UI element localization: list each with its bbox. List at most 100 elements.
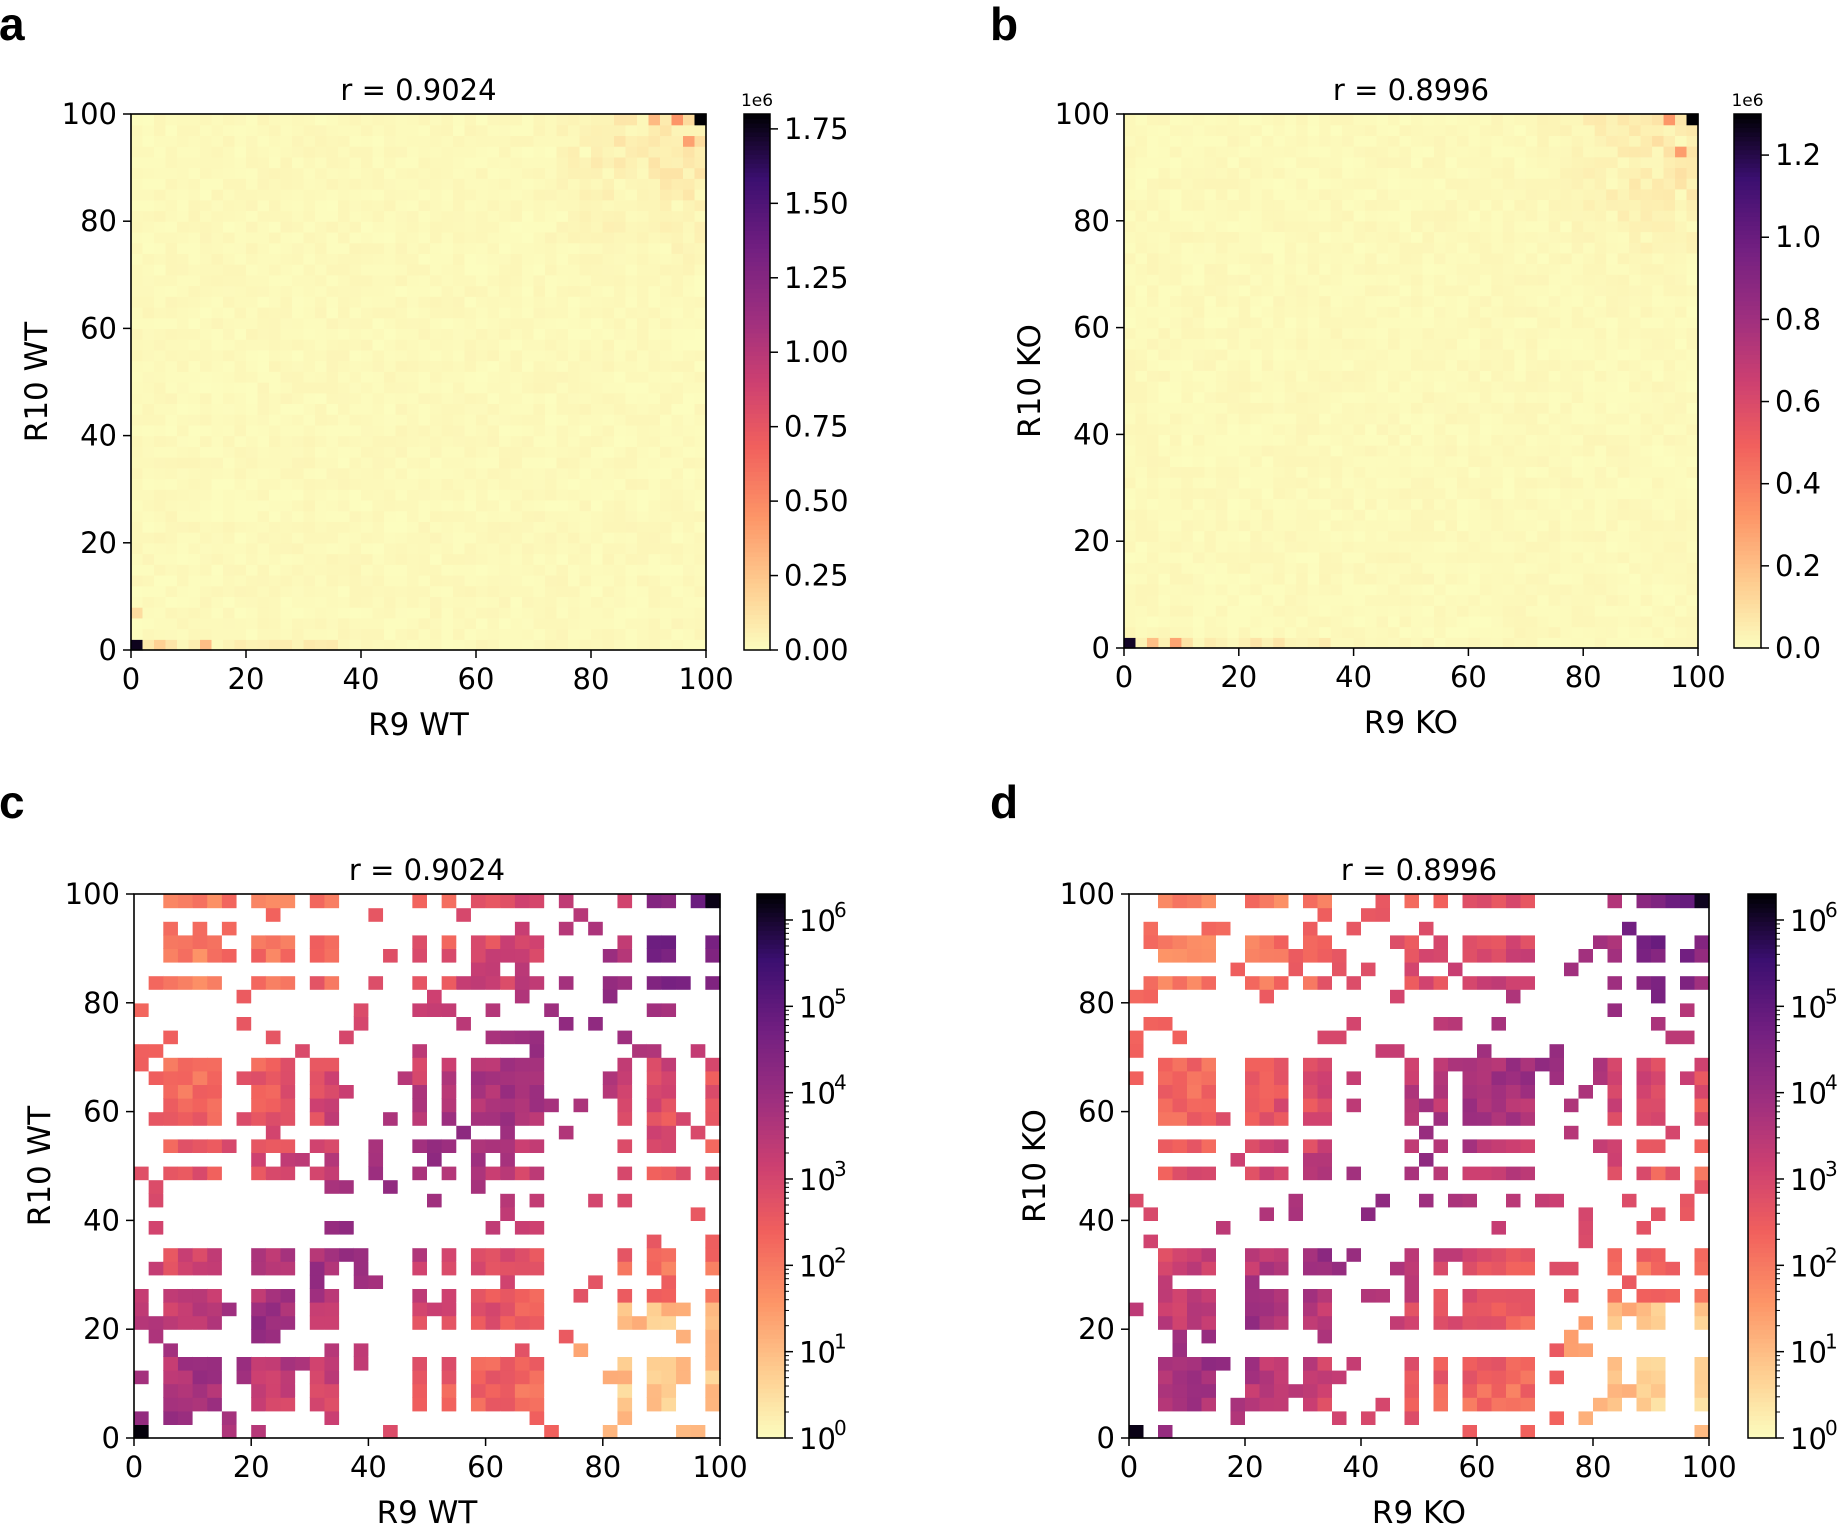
- heatmap-cell: [258, 425, 270, 436]
- heatmap-cell: [223, 157, 235, 168]
- heatmap-cell: [476, 189, 488, 200]
- heatmap-cell: [603, 157, 615, 168]
- heatmap-cell: [695, 125, 707, 136]
- heatmap-cell: [396, 629, 408, 640]
- heatmap-cell: [131, 511, 143, 522]
- heatmap-cell: [476, 178, 488, 189]
- heatmap-cell: [131, 554, 143, 565]
- heatmap-cell: [591, 382, 603, 393]
- heatmap-cell: [200, 232, 212, 243]
- heatmap-cell: [522, 543, 534, 554]
- heatmap-cell: [1204, 424, 1216, 435]
- heatmap-cell: [235, 532, 247, 543]
- heatmap-cell: [1526, 584, 1538, 595]
- heatmap-cell: [154, 350, 166, 361]
- heatmap-cell: [1181, 413, 1193, 424]
- heatmap-cell: [1135, 285, 1147, 296]
- heatmap-cell: [557, 371, 569, 382]
- heatmap-cell: [1273, 360, 1285, 371]
- heatmap-cell: [1308, 157, 1320, 168]
- heatmap-cell: [361, 221, 373, 232]
- heatmap-cell: [1342, 488, 1354, 499]
- heatmap-cell: [465, 361, 477, 372]
- heatmap-cell: [660, 468, 672, 479]
- heatmap-cell: [1411, 466, 1423, 477]
- heatmap-cell: [465, 382, 477, 393]
- heatmap-cell: [1606, 296, 1618, 307]
- heatmap-cell: [315, 221, 327, 232]
- heatmap-cell: [1618, 605, 1630, 616]
- heatmap-cell: [1583, 477, 1595, 488]
- heatmap-cell: [1124, 264, 1136, 275]
- heatmap-cell: [1365, 413, 1377, 424]
- heatmap-cell: [453, 575, 465, 586]
- heatmap-cell: [1158, 466, 1170, 477]
- heatmap-cell: [1124, 381, 1136, 392]
- heatmap-cell: [1618, 595, 1630, 606]
- heatmap-cell: [154, 371, 166, 382]
- heatmap-cell: [1135, 531, 1147, 542]
- heatmap-cell: [258, 361, 270, 372]
- heatmap-cell: [131, 618, 143, 629]
- heatmap-cell: [1319, 114, 1331, 125]
- heatmap-cell: [1457, 402, 1469, 413]
- colorbar-tick-label: 1.25: [784, 261, 849, 295]
- heatmap-cell: [1491, 552, 1503, 563]
- heatmap-cell: [1537, 210, 1549, 221]
- heatmap-cell: [350, 371, 362, 382]
- heatmap-cell: [1250, 541, 1262, 552]
- heatmap-cell: [1204, 520, 1216, 531]
- heatmap-cell: [488, 489, 500, 500]
- heatmap-cell: [1227, 135, 1239, 146]
- heatmap-cell: [637, 425, 649, 436]
- heatmap-cell: [1526, 531, 1538, 542]
- heatmap-cell: [373, 425, 385, 436]
- heatmap-cell: [315, 575, 327, 586]
- heatmap-cell: [1641, 349, 1653, 360]
- heatmap-cell: [1354, 306, 1366, 317]
- heatmap-cell: [212, 243, 224, 254]
- heatmap-cell: [1595, 114, 1607, 125]
- heatmap-cell: [1331, 552, 1343, 563]
- heatmap-cell: [1296, 349, 1308, 360]
- heatmap-cell: [1468, 274, 1480, 285]
- heatmap-cell: [1308, 392, 1320, 403]
- heatmap-cell: [1204, 274, 1216, 285]
- heatmap-cell: [384, 564, 396, 575]
- heatmap-cell: [338, 189, 350, 200]
- heatmap-cell: [1572, 189, 1584, 200]
- heatmap-cell: [683, 328, 695, 339]
- heatmap-cell: [1618, 264, 1630, 275]
- heatmap-cell: [212, 586, 224, 597]
- heatmap-cell: [235, 489, 247, 500]
- heatmap-cell: [407, 393, 419, 404]
- heatmap-cell: [430, 575, 442, 586]
- heatmap-cell: [1491, 434, 1503, 445]
- heatmap-cell: [1239, 573, 1251, 584]
- heatmap-cell: [453, 521, 465, 532]
- heatmap-cell: [683, 286, 695, 297]
- heatmap-cell: [384, 157, 396, 168]
- heatmap-cell: [442, 403, 454, 414]
- heatmap-cell: [1342, 509, 1354, 520]
- heatmap-cell: [649, 543, 661, 554]
- heatmap-cell: [1503, 360, 1515, 371]
- heatmap-cell: [614, 446, 626, 457]
- heatmap-cell: [1468, 338, 1480, 349]
- heatmap-cell: [1468, 349, 1480, 360]
- heatmap-cell: [1296, 424, 1308, 435]
- heatmap-cell: [568, 629, 580, 640]
- heatmap-cell: [591, 586, 603, 597]
- heatmap-cell: [1560, 221, 1572, 232]
- heatmap-cell: [1606, 370, 1618, 381]
- heatmap-cell: [522, 275, 534, 286]
- heatmap-cell: [591, 371, 603, 382]
- heatmap-cell: [143, 414, 155, 425]
- heatmap-cell: [1400, 253, 1412, 264]
- heatmap-cell: [695, 146, 707, 157]
- heatmap-cell: [1193, 584, 1205, 595]
- heatmap-cell: [1170, 456, 1182, 467]
- heatmap-cell: [384, 168, 396, 179]
- heatmap-cell: [1606, 498, 1618, 509]
- heatmap-cell: [1468, 498, 1480, 509]
